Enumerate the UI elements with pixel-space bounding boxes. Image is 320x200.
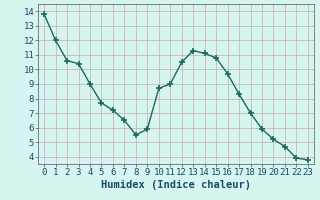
X-axis label: Humidex (Indice chaleur): Humidex (Indice chaleur) (101, 180, 251, 190)
